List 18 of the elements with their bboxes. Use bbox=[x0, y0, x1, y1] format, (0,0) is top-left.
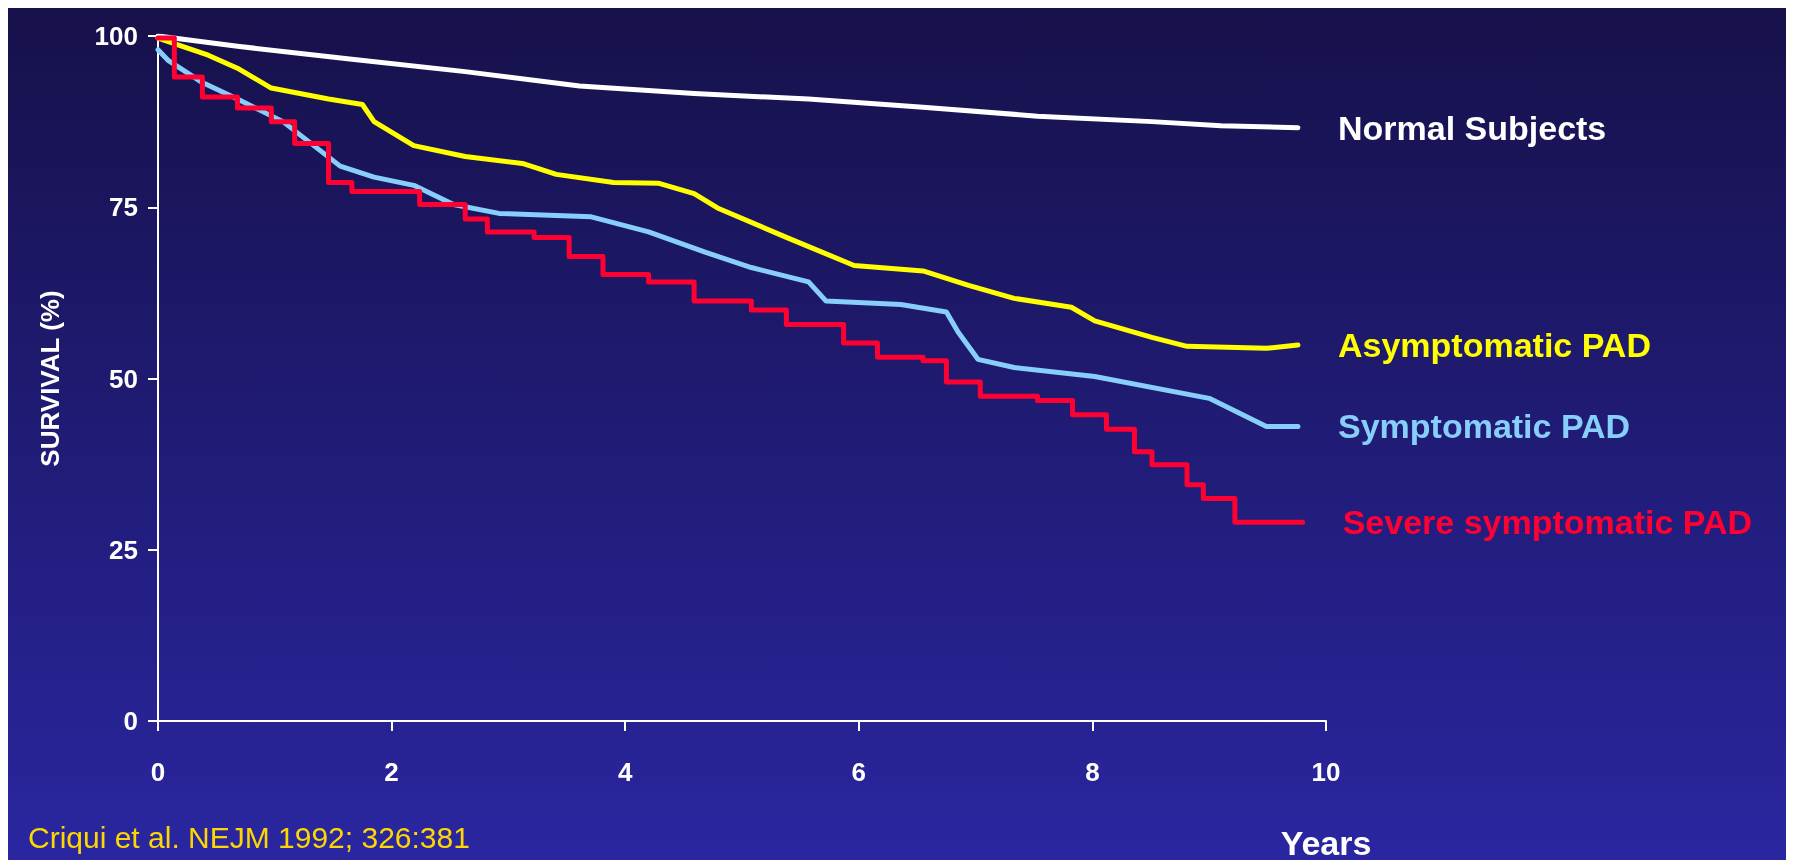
y-axis-title: SURVIVAL (%) bbox=[35, 290, 65, 467]
y-tick-label: 75 bbox=[109, 192, 138, 223]
x-tick-label: 6 bbox=[851, 757, 867, 787]
x-tick-label: 8 bbox=[1085, 757, 1100, 787]
series-label: Severe symptomatic PAD bbox=[1342, 503, 1753, 542]
series-label: Symptomatic PAD bbox=[1337, 407, 1631, 446]
y-tick-label: 0 bbox=[123, 706, 138, 736]
series-label: Normal Subjects bbox=[1337, 108, 1607, 147]
x-tick-label: 4 bbox=[617, 757, 633, 787]
y-tick-label: 100 bbox=[94, 21, 138, 51]
x-tick-label: 0 bbox=[150, 757, 166, 787]
x-axis-title: Years bbox=[1280, 824, 1372, 862]
text: Criqui et al. NEJM 1992; 326:381 bbox=[28, 820, 470, 854]
x-tick-label: 2 bbox=[384, 757, 399, 787]
y-tick-label: 50 bbox=[109, 363, 138, 394]
x-tick-label: 10 bbox=[1311, 757, 1341, 787]
series-label: Asymptomatic PAD bbox=[1337, 325, 1651, 364]
y-tick-label: 25 bbox=[109, 534, 138, 565]
